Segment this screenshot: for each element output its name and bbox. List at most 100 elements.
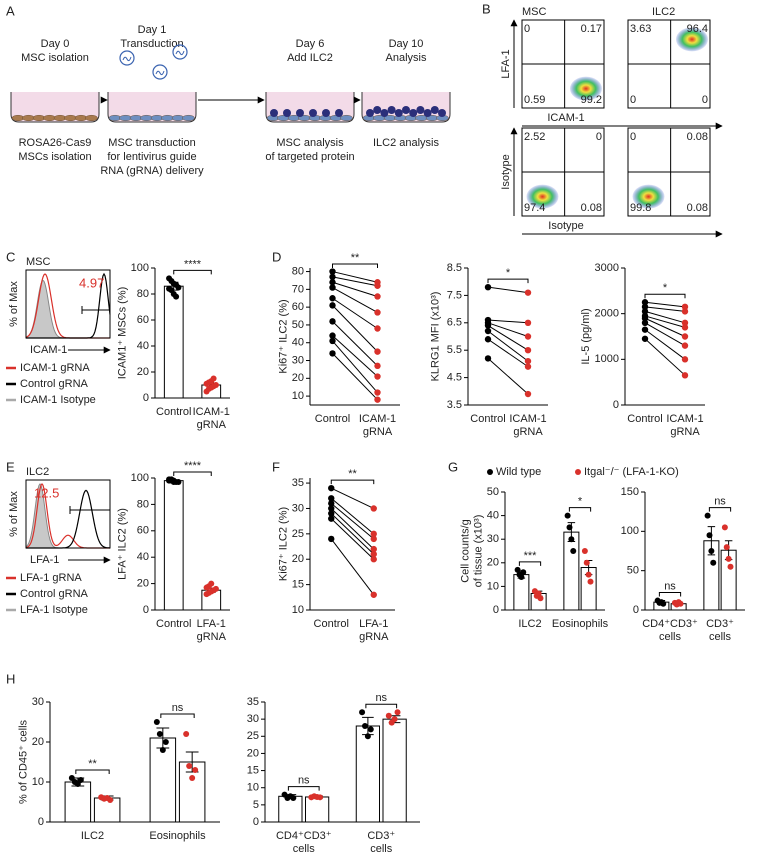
point: [210, 375, 217, 382]
sig-bracket: [518, 561, 542, 566]
pair-line: [332, 276, 378, 287]
pair-line: [644, 329, 686, 360]
point: [329, 295, 336, 302]
point: [641, 303, 649, 311]
gate: [69, 506, 111, 514]
step-caption: MSC analysis: [276, 137, 344, 149]
pair-line: [487, 322, 529, 337]
point: [329, 350, 336, 357]
y-tick-label: 30: [247, 713, 259, 725]
point: [329, 332, 336, 339]
step-day: Day 6: [296, 38, 325, 50]
y-axis-label: IL-5 (pg/ml): [580, 308, 592, 364]
virus-rna: [155, 70, 165, 76]
legend-dot: [487, 469, 493, 475]
bar: [163, 480, 184, 611]
step-caption: for lentivirus guide: [107, 151, 196, 163]
msc-cell: [129, 114, 143, 121]
pair-line: [644, 301, 686, 308]
pair-line: [330, 508, 375, 550]
point: [156, 731, 163, 737]
point: [681, 372, 689, 379]
y-tick-label: 3000: [595, 262, 619, 274]
sig-label: *: [578, 496, 583, 508]
x-tick-label: CD3⁺: [706, 618, 734, 630]
point: [370, 535, 377, 543]
y-tick-label: 1000: [595, 353, 619, 365]
msc-cell: [22, 114, 35, 121]
sig-label: **: [351, 252, 360, 264]
point: [641, 308, 649, 315]
step-title: MSC isolation: [21, 52, 89, 64]
point: [681, 303, 689, 311]
panel-label: E: [6, 459, 15, 474]
point: [328, 510, 335, 517]
y-tick-label: 4.5: [447, 372, 462, 384]
y-axis-label: of tissue (x10³): [473, 515, 485, 588]
sig-label: *: [663, 282, 668, 294]
point: [524, 289, 532, 296]
pair-line: [330, 497, 375, 535]
sig-label: ****: [184, 258, 202, 270]
step-caption: of targeted protein: [265, 151, 354, 163]
x-tick-label: Control: [156, 406, 191, 418]
point: [524, 390, 532, 398]
y-tick-label: 50: [292, 319, 304, 331]
virus: [172, 44, 188, 60]
point: [641, 326, 649, 333]
gate: [81, 306, 111, 314]
point: [374, 325, 381, 332]
point: [641, 335, 649, 342]
msc-cell: [43, 114, 56, 121]
y-tick-label: 5: [253, 799, 259, 811]
point: [328, 495, 335, 502]
point: [374, 362, 381, 370]
pair-line: [487, 319, 529, 324]
quadrant-value: 0: [702, 94, 708, 106]
sig-bracket: [173, 269, 212, 275]
bar: [278, 795, 303, 823]
x-tick-label: gRNA: [513, 426, 543, 438]
sig-label: ****: [184, 460, 202, 472]
point: [359, 709, 366, 716]
point: [706, 532, 713, 539]
sig-bracket: [365, 703, 398, 709]
x-tick-label: LFA-1: [359, 618, 388, 630]
y-tick-label: 0: [143, 392, 149, 404]
x-tick-label: gRNA: [197, 419, 227, 431]
y-tick-label: 30: [292, 354, 304, 366]
ilc2-cell: [322, 109, 330, 117]
point: [189, 775, 196, 781]
msc-cell: [108, 114, 122, 121]
y-tick-label: 10: [247, 782, 259, 794]
ilc2-cell: [366, 109, 374, 117]
point: [175, 478, 182, 485]
sig-label: **: [88, 758, 97, 770]
ilc2-cell: [423, 109, 432, 117]
point: [708, 548, 715, 554]
step-caption: ROSA26-Cas9: [19, 137, 92, 149]
quadrant-value: 97.4: [524, 202, 545, 214]
point: [159, 747, 166, 753]
point: [484, 283, 492, 291]
dish: [107, 92, 197, 123]
ilc2-cell: [309, 109, 317, 117]
step-caption: RNA (gRNA) delivery: [100, 165, 204, 177]
x-tick-label: Control: [470, 413, 505, 425]
sig-bracket: [287, 786, 320, 791]
pair-line: [487, 330, 529, 362]
pair-line: [487, 286, 529, 294]
virus-rna: [175, 50, 185, 56]
point: [583, 559, 590, 566]
pair-line: [487, 325, 529, 351]
pair-line: [330, 503, 375, 540]
sig-label: ns: [375, 692, 387, 704]
pair-line: [332, 335, 378, 377]
x-tick-label: cells: [659, 631, 682, 643]
y-tick-label: 60: [292, 301, 304, 313]
point: [484, 336, 492, 343]
y-tick-label: 30: [292, 502, 304, 514]
step-day: Day 0: [41, 38, 70, 50]
sig-bracket: [568, 507, 592, 512]
legend-label: ICAM-1 gRNA: [20, 362, 90, 374]
